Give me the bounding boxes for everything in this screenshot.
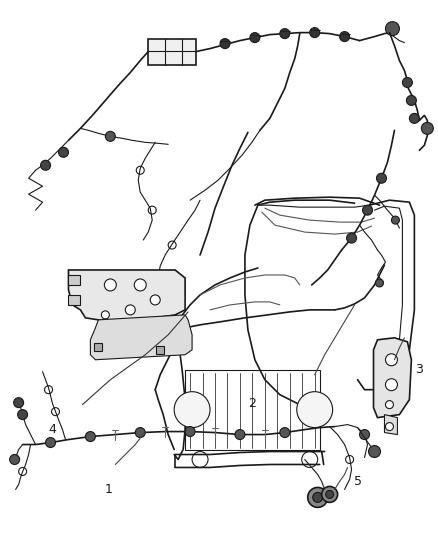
Circle shape [250, 33, 260, 43]
Bar [148, 38, 196, 64]
Circle shape [135, 427, 145, 438]
Circle shape [403, 77, 413, 87]
Text: 2: 2 [248, 397, 256, 410]
Circle shape [392, 216, 399, 224]
Circle shape [360, 430, 370, 440]
Circle shape [368, 446, 381, 457]
Polygon shape [68, 295, 81, 305]
Circle shape [106, 131, 115, 141]
Polygon shape [90, 315, 192, 360]
Circle shape [125, 305, 135, 315]
Circle shape [377, 173, 386, 183]
Text: 4: 4 [49, 423, 57, 436]
Circle shape [10, 455, 20, 464]
Circle shape [363, 205, 372, 215]
Circle shape [421, 123, 433, 134]
Circle shape [174, 392, 210, 427]
Circle shape [104, 279, 117, 291]
Circle shape [134, 279, 146, 291]
Text: 3: 3 [415, 363, 423, 376]
Circle shape [410, 114, 419, 123]
Circle shape [385, 354, 397, 366]
Circle shape [406, 95, 417, 106]
Circle shape [85, 432, 95, 441]
Circle shape [46, 438, 56, 448]
Circle shape [310, 28, 320, 38]
Circle shape [339, 31, 350, 42]
Bar [156, 346, 164, 354]
Text: 5: 5 [353, 475, 361, 488]
Circle shape [297, 392, 332, 427]
Circle shape [220, 38, 230, 49]
Polygon shape [68, 275, 81, 285]
Circle shape [385, 379, 397, 391]
Circle shape [385, 22, 399, 36]
Circle shape [385, 423, 393, 431]
Circle shape [280, 29, 290, 38]
Circle shape [385, 401, 393, 409]
Bar [185, 370, 320, 449]
Circle shape [326, 490, 334, 498]
Circle shape [235, 430, 245, 440]
Circle shape [313, 492, 323, 503]
Circle shape [308, 487, 328, 507]
Circle shape [14, 398, 24, 408]
Bar [95, 343, 102, 351]
Circle shape [18, 410, 28, 419]
Circle shape [59, 147, 68, 157]
Circle shape [185, 426, 195, 437]
Circle shape [346, 233, 357, 243]
Circle shape [321, 487, 338, 503]
Circle shape [101, 311, 110, 319]
Polygon shape [68, 270, 185, 322]
Circle shape [280, 427, 290, 438]
Polygon shape [374, 338, 411, 417]
Text: 1: 1 [104, 483, 112, 496]
Circle shape [375, 279, 384, 287]
Circle shape [41, 160, 50, 170]
Polygon shape [385, 415, 397, 434]
Circle shape [150, 295, 160, 305]
